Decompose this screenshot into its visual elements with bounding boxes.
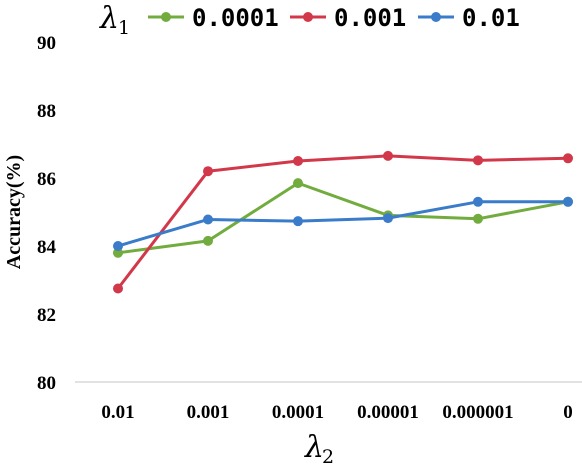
x-tick-label: 0.0001 — [272, 402, 324, 423]
series-line-0.0001 — [117, 181, 569, 255]
data-point — [113, 241, 123, 251]
x-tick-label: 0.00001 — [357, 402, 419, 423]
x-tick-label: 0.001 — [187, 402, 230, 423]
data-point — [113, 283, 123, 294]
data-point — [383, 150, 393, 161]
legend-label: 0.0001 — [192, 4, 279, 32]
data-point — [293, 156, 303, 166]
data-point — [473, 155, 483, 166]
x-axis-title: λ 2 — [304, 430, 334, 467]
x-tick-label: 0.01 — [101, 402, 134, 423]
y-tick-label: 90 — [37, 33, 56, 54]
series-line-0.001 — [116, 154, 569, 290]
x-axis-title-subscript: 2 — [322, 446, 334, 467]
legend-label: 0.001 — [334, 4, 406, 32]
y-tick-label: 84 — [37, 237, 57, 258]
data-point — [473, 213, 483, 224]
data-point — [293, 178, 303, 189]
legend-label: 0.01 — [462, 4, 520, 32]
x-axis-ticks: 0.01 0.001 0.0001 0.00001 0.000001 0 — [101, 402, 572, 423]
legend-swatch-marker — [161, 12, 171, 22]
data-point — [473, 196, 483, 207]
series-layer — [113, 150, 573, 294]
y-axis-title: Accuracy(%) — [3, 155, 25, 269]
data-point — [563, 196, 573, 207]
legend: λ 1 0.0001 0.001 0.01 — [99, 1, 520, 39]
data-point — [383, 213, 393, 224]
data-point — [203, 166, 213, 177]
legend-swatch-marker — [303, 12, 313, 22]
x-axis-title-symbol: λ — [304, 430, 324, 465]
y-tick-label: 80 — [37, 373, 56, 394]
data-point — [203, 235, 213, 246]
x-tick-label: 0.000001 — [442, 402, 513, 423]
y-tick-label: 86 — [37, 169, 56, 190]
legend-title-symbol: λ — [99, 1, 119, 36]
data-point — [563, 153, 573, 164]
data-point — [203, 214, 213, 225]
legend-title-subscript: 1 — [118, 17, 130, 39]
x-tick-label: 0 — [563, 402, 573, 423]
y-axis-ticks: 80 82 84 86 88 90 — [37, 33, 57, 394]
y-tick-label: 88 — [37, 101, 56, 122]
legend-swatch-marker — [431, 12, 441, 22]
y-tick-label: 82 — [37, 305, 56, 326]
series-line-0.01 — [117, 200, 568, 248]
data-point — [293, 216, 303, 227]
